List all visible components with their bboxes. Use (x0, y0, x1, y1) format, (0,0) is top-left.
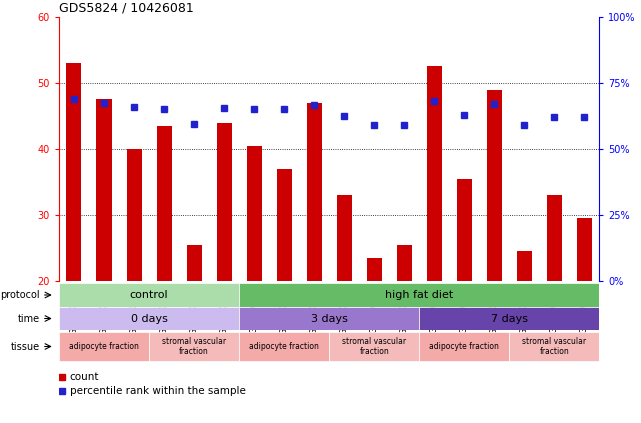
Text: stromal vascular
fraction: stromal vascular fraction (522, 337, 587, 356)
Text: adipocyte fraction: adipocyte fraction (69, 342, 139, 351)
Bar (427, 66, 442, 281)
Bar (397, 244, 412, 281)
Text: protocol: protocol (1, 290, 40, 300)
Bar (187, 244, 201, 281)
Text: stromal vascular
fraction: stromal vascular fraction (162, 337, 226, 356)
Text: count: count (70, 372, 99, 382)
Bar (547, 195, 562, 281)
Bar (457, 179, 472, 281)
Bar (239, 332, 329, 361)
Text: control: control (129, 290, 169, 300)
Bar (217, 123, 231, 281)
Bar (577, 218, 592, 281)
Text: 7 days: 7 days (491, 313, 528, 324)
Bar (337, 195, 352, 281)
Text: 0 days: 0 days (131, 313, 167, 324)
Bar (97, 99, 112, 281)
Bar (247, 146, 262, 281)
Text: high fat diet: high fat diet (385, 290, 453, 300)
Bar (67, 63, 81, 281)
Bar (156, 126, 172, 281)
Text: GDS5824 / 10426081: GDS5824 / 10426081 (59, 1, 194, 14)
Bar (239, 307, 419, 330)
Text: percentile rank within the sample: percentile rank within the sample (70, 386, 246, 396)
Bar (149, 332, 239, 361)
Bar (239, 283, 599, 307)
Bar (126, 149, 142, 281)
Bar (59, 332, 149, 361)
Bar (419, 332, 509, 361)
Bar (487, 90, 502, 281)
Text: 3 days: 3 days (311, 313, 347, 324)
Bar (306, 103, 322, 281)
Bar (419, 307, 599, 330)
Text: stromal vascular
fraction: stromal vascular fraction (342, 337, 406, 356)
Bar (59, 283, 239, 307)
Bar (509, 332, 599, 361)
Text: adipocyte fraction: adipocyte fraction (429, 342, 499, 351)
Bar (517, 251, 532, 281)
Text: adipocyte fraction: adipocyte fraction (249, 342, 319, 351)
Bar (59, 307, 239, 330)
Bar (277, 169, 292, 281)
Text: tissue: tissue (11, 341, 40, 352)
Bar (329, 332, 419, 361)
Bar (367, 258, 381, 281)
Text: time: time (18, 313, 40, 324)
